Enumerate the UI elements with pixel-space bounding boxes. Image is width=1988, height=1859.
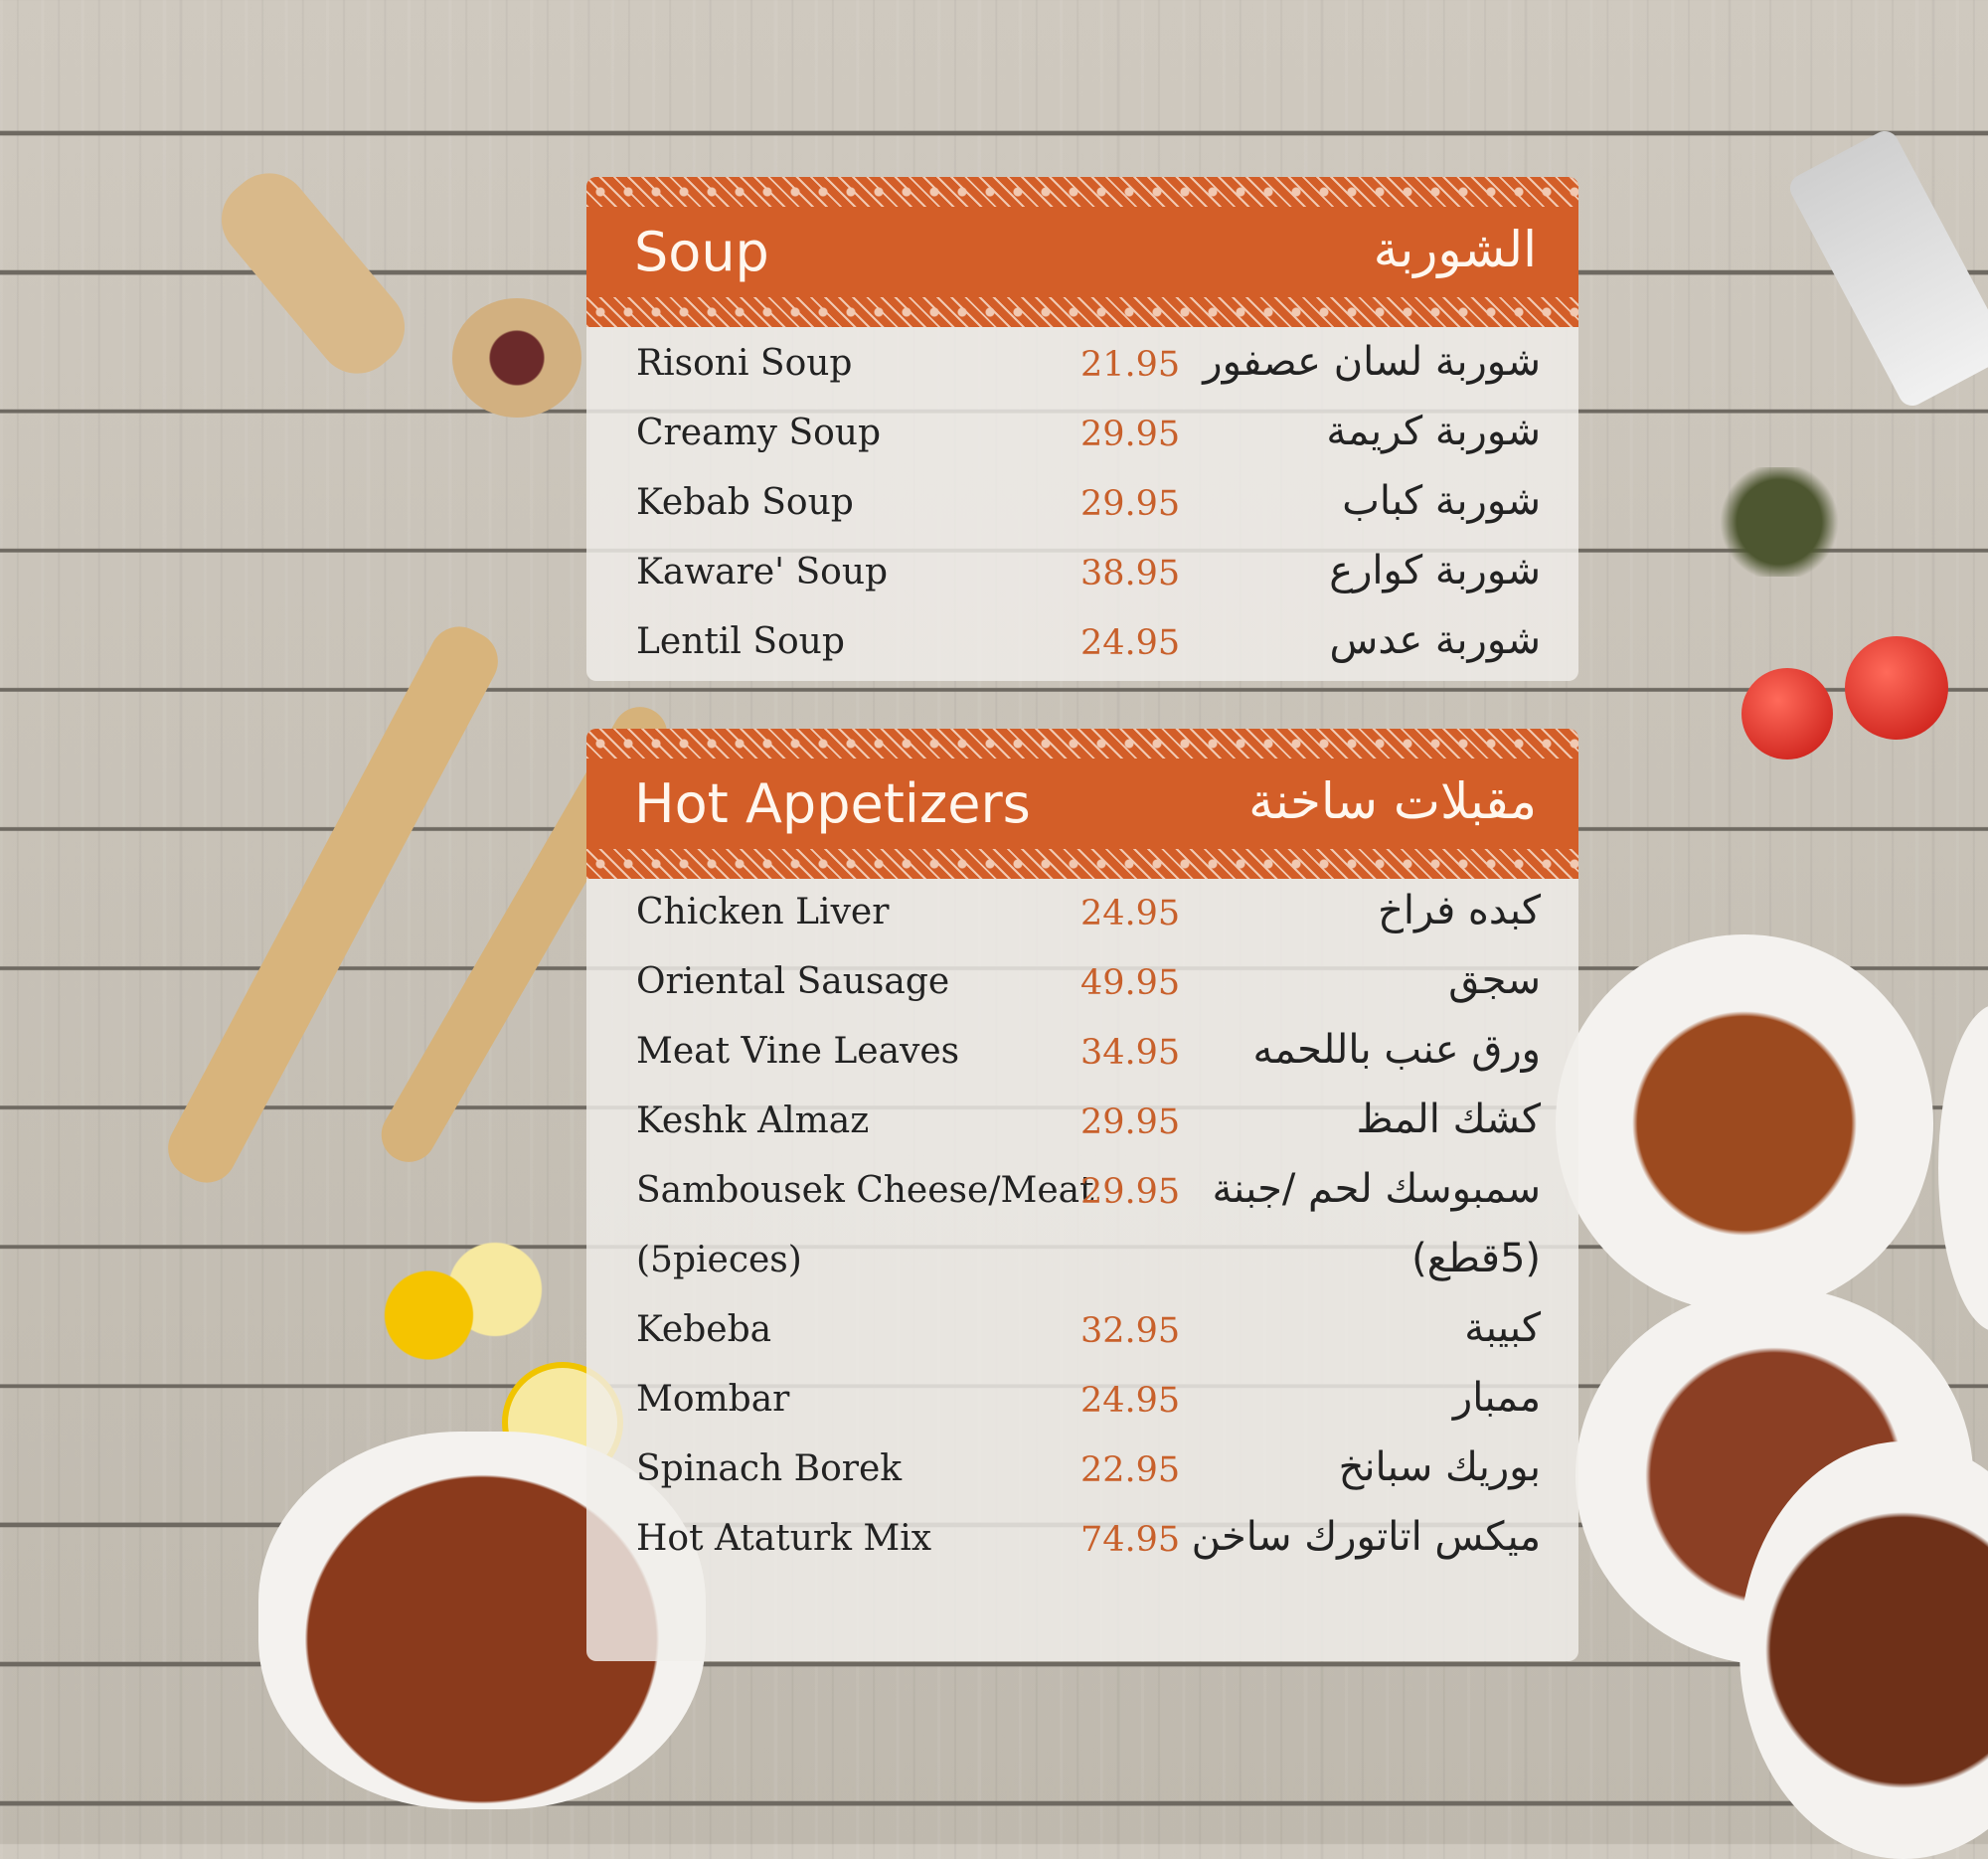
menu-item-row: Risoni Soup 21.95 شوربة لسان عصفور	[586, 331, 1578, 401]
item-name-en: (5pieces)	[636, 1240, 802, 1280]
item-price: 38.95	[1080, 554, 1181, 593]
menu-item-row: Kebeba 32.95 كبيبة	[586, 1297, 1578, 1367]
item-name-ar: كبيبة	[1464, 1305, 1541, 1351]
item-name-en: Creamy Soup	[636, 413, 882, 453]
menu-item-row: Meat Vine Leaves 34.95 ورق عنب باللحمه	[586, 1019, 1578, 1089]
ornament-border	[586, 849, 1578, 879]
item-name-en: Hot Ataturk Mix	[636, 1518, 932, 1559]
item-name-ar: شوربة عدس	[1329, 617, 1541, 663]
item-name-ar: شوربة كوارع	[1329, 548, 1541, 593]
lemon-image	[363, 1238, 552, 1367]
menu-item-row: Spinach Borek 22.95 بوريك سبانخ	[586, 1436, 1578, 1506]
item-name-ar: شوربة كباب	[1342, 478, 1541, 524]
peppercorns-image	[452, 298, 581, 418]
menu-item-row: Kebab Soup 29.95 شوربة كباب	[586, 470, 1578, 540]
item-price: 74.95	[1080, 1520, 1181, 1560]
wooden-scoop-image	[205, 156, 421, 391]
item-price: 24.95	[1080, 1381, 1181, 1421]
hot-appetizers-section: Hot Appetizers مقبلات ساخنة Chicken Live…	[586, 729, 1578, 1661]
ornament-border	[586, 297, 1578, 327]
ornament-border	[586, 729, 1578, 759]
item-price: 24.95	[1080, 894, 1181, 933]
item-price: 21.95	[1080, 345, 1181, 385]
item-name-en: Kaware' Soup	[636, 552, 889, 592]
item-name-en: Mombar	[636, 1379, 790, 1420]
soup-section: Soup الشوربة Risoni Soup 21.95 شوربة لسان …	[586, 177, 1578, 681]
item-name-ar: كبده فراخ	[1378, 888, 1541, 933]
item-price: 34.95	[1080, 1033, 1181, 1073]
menu-item-row: Sambousek Cheese/Meat 29.95 سمبوسك لحم /جب…	[586, 1158, 1578, 1228]
section-title-ar: مقبلات ساخنة	[1248, 772, 1537, 830]
sambousek-dish-image	[1938, 1004, 1988, 1332]
section-title-en: Hot Appetizers	[634, 772, 1031, 835]
item-name-en: Risoni Soup	[636, 343, 853, 384]
item-name-en: Sambousek Cheese/Meat	[636, 1170, 1094, 1211]
menu-item-row: Mombar 24.95 ممبار	[586, 1367, 1578, 1436]
tomato-image	[1741, 668, 1833, 760]
item-name-ar: بوريك سبانخ	[1338, 1444, 1541, 1490]
item-name-ar: كشك المظ	[1356, 1097, 1541, 1142]
menu-item-row: (5pieces) (5قطع)	[586, 1228, 1578, 1297]
menu-item-row: Lentil Soup 24.95 شوربة عدس	[586, 609, 1578, 679]
item-name-en: Meat Vine Leaves	[636, 1031, 960, 1072]
section-header: Hot Appetizers مقبلات ساخنة	[586, 729, 1578, 879]
item-name-ar: ميكس اتاتورك ساخن	[1191, 1514, 1541, 1560]
section-title-en: Soup	[634, 221, 769, 283]
item-price: 29.95	[1080, 484, 1181, 524]
herbs-image	[1715, 467, 1844, 577]
item-price: 22.95	[1080, 1450, 1181, 1490]
section-title-ar: الشوربة	[1373, 221, 1537, 278]
item-price: 29.95	[1080, 1172, 1181, 1212]
item-price: 24.95	[1080, 623, 1181, 663]
item-name-ar: سمبوسك لحم /جبنة	[1212, 1166, 1541, 1212]
menu-item-row: Keshk Almaz 29.95 كشك المظ	[586, 1089, 1578, 1158]
item-name-ar: سجق	[1448, 957, 1541, 1003]
menu-item-row: Chicken Liver 24.95 كبده فراخ	[586, 880, 1578, 949]
menu-item-row: Hot Ataturk Mix 74.95 ميكس اتاتورك ساخن	[586, 1506, 1578, 1576]
item-name-en: Chicken Liver	[636, 892, 890, 932]
item-name-ar: شوربة لسان عصفور	[1203, 339, 1541, 385]
ornament-border	[586, 177, 1578, 207]
item-price: 32.95	[1080, 1311, 1181, 1351]
item-price: 29.95	[1080, 1102, 1181, 1142]
item-name-en: Lentil Soup	[636, 621, 845, 662]
menu-item-row: Kaware' Soup 38.95 شوربة كوارع	[586, 540, 1578, 609]
item-price: 29.95	[1080, 415, 1181, 454]
stew-dish-image	[1740, 1441, 1988, 1859]
item-name-ar: ممبار	[1452, 1375, 1541, 1421]
kibbeh-dish-image	[1556, 934, 1933, 1312]
item-name-ar: ورق عنب باللحمه	[1252, 1027, 1541, 1073]
item-name-en: Spinach Borek	[636, 1448, 903, 1489]
tomato-image	[1845, 636, 1948, 740]
item-name-en: Kebab Soup	[636, 482, 854, 523]
menu-item-row: Creamy Soup 29.95 شوربة كريمة	[586, 401, 1578, 470]
item-name-en: Oriental Sausage	[636, 961, 950, 1002]
menu-item-row: Oriental Sausage 49.95 سجق	[586, 949, 1578, 1019]
item-name-en: Kebeba	[636, 1309, 772, 1350]
salt-shaker-image	[1784, 126, 1988, 411]
item-price: 49.95	[1080, 963, 1181, 1003]
section-header: Soup الشوربة	[586, 177, 1578, 327]
item-name-en: Keshk Almaz	[636, 1100, 870, 1141]
item-name-ar: شوربة كريمة	[1326, 409, 1541, 454]
item-name-ar: (5قطع)	[1411, 1236, 1541, 1281]
